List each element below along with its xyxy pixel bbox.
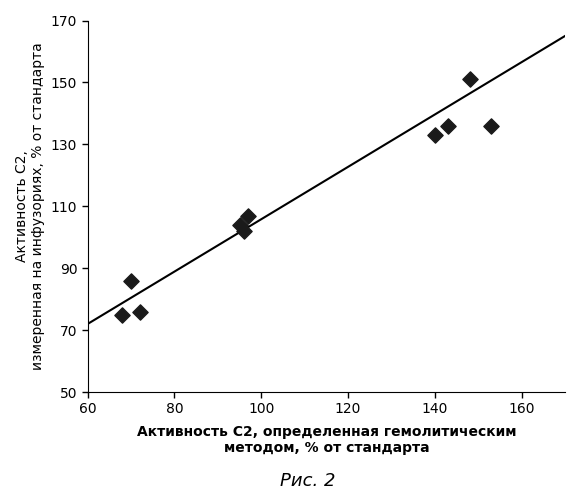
Point	[430, 131, 440, 139]
Point	[465, 76, 474, 84]
Point	[443, 122, 452, 130]
Point	[235, 221, 244, 229]
Point	[487, 122, 496, 130]
Y-axis label: Активность С2,
измеренная на инфузориях, % от стандарта: Активность С2, измеренная на инфузориях,…	[15, 42, 45, 370]
Point	[126, 276, 136, 284]
Point	[239, 227, 248, 235]
Point	[135, 308, 144, 316]
X-axis label: Активность С2, определенная гемолитическим
методом, % от стандарта: Активность С2, определенная гемолитическ…	[136, 425, 516, 455]
Text: Рис. 2: Рис. 2	[280, 472, 335, 490]
Point	[118, 310, 127, 318]
Point	[244, 212, 253, 220]
